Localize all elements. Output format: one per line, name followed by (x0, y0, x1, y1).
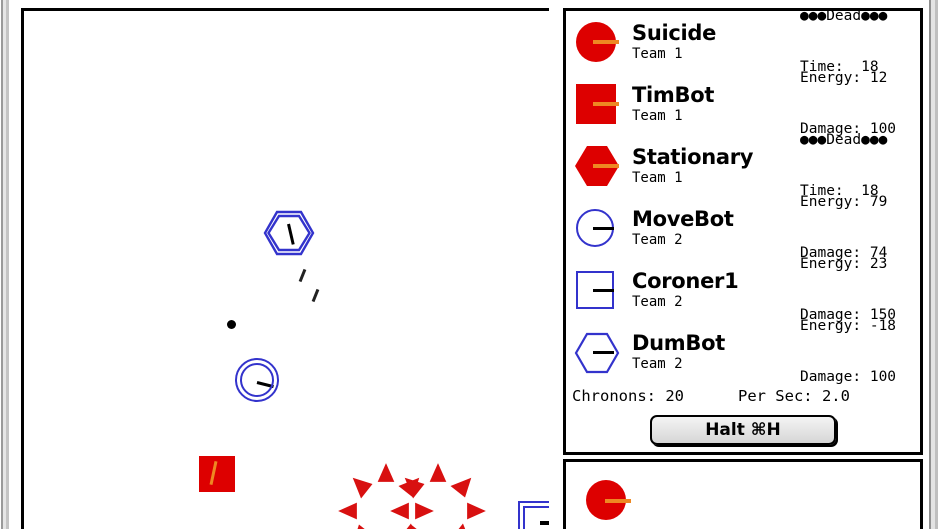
robot-row-stationary[interactable]: Stationary Team 1 ●●●Dead●●● Time: 18 (566, 132, 920, 199)
arena-bot-coroner1[interactable] (518, 501, 549, 529)
robot-stats: Energy: 23 Damage: 150 (800, 222, 896, 358)
message-robot-icon (586, 480, 631, 522)
robot-status-line2: Time: 18 (800, 59, 879, 75)
halt-button-container: Halt ⌘H (566, 415, 920, 445)
per-sec-label: Per Sec: 2.0 (737, 387, 850, 405)
robot-team: Team 2 (632, 355, 683, 372)
hexagon-icon (574, 145, 620, 191)
robot-status-line1: Energy: 23 (800, 256, 888, 272)
arena-projectile-3 (227, 320, 236, 329)
robot-row-timbot[interactable]: TimBot Team 1 Energy: 12 Damage: 100 (566, 70, 920, 137)
arena-projectile-1 (298, 268, 307, 283)
aim-indicator-icon (605, 499, 631, 503)
robot-stats: Energy: -18 Damage: 100 (800, 284, 896, 420)
arena-projectile-2 (311, 288, 320, 303)
robot-icon-timbot (574, 81, 620, 127)
hexagon-icon (574, 332, 620, 378)
robot-row-coroner1[interactable]: Coroner1 Team 2 Energy: 23 Damage: 150 (566, 256, 920, 323)
robot-icon-stationary (574, 143, 620, 189)
robot-team: Team 1 (632, 169, 683, 186)
robot-row-dumbot[interactable]: DumBot Team 2 Energy: -18 Damage: 100 (566, 318, 920, 385)
robot-team: Team 2 (632, 231, 683, 248)
arena-surface (24, 11, 549, 529)
robot-status-line1: Energy: 79 (800, 194, 888, 210)
aim-indicator-icon (593, 289, 614, 292)
robot-stats: ●●●Dead●●● Time: 18 (800, 98, 887, 234)
robot-status-line2: Time: 18 (800, 183, 879, 199)
robot-stats: Energy: 12 Damage: 100 (800, 36, 896, 172)
robot-name: MoveBot (632, 206, 734, 231)
arena-bot-movebot[interactable] (235, 358, 279, 402)
spacer (684, 387, 738, 405)
robot-stats: ●●●Dead●●● Time: 18 (800, 0, 887, 110)
robot-stats: Energy: 79 Damage: 74 (800, 160, 887, 296)
robot-icon-coroner1 (574, 267, 620, 313)
window-frame-left (0, 0, 12, 529)
robot-name: Stationary (632, 144, 754, 169)
arena-explosion-2 (386, 459, 490, 529)
robot-name: Suicide (632, 20, 717, 45)
robot-row-suicide[interactable]: Suicide Team 1 ●●●Dead●●● Time: 18 (566, 8, 920, 75)
halt-button[interactable]: Halt ⌘H (650, 415, 836, 445)
simulation-stats: Chronons: 20 Per Sec: 2.0 (566, 387, 920, 405)
aim-indicator-icon (593, 227, 614, 230)
robot-identity: MoveBot Team 2 (632, 206, 800, 249)
robot-status-line1: Energy: 12 (800, 70, 888, 86)
robot-status-panel: Suicide Team 1 ●●●Dead●●● Time: 18 TimBo… (563, 8, 923, 455)
chronons-label: Chronons: 20 (572, 387, 684, 405)
arena-bot-dumbot[interactable] (263, 210, 315, 256)
aim-indicator-icon (593, 164, 619, 168)
robot-status-line2: Damage: 100 (800, 369, 897, 385)
robot-status-line2: Damage: 100 (800, 121, 897, 137)
explosion-icon (390, 463, 486, 529)
robot-icon-dumbot (574, 329, 620, 375)
robot-status-line1: ●●●Dead●●● (800, 132, 888, 148)
robot-icon-movebot (574, 205, 620, 251)
message-panel (563, 459, 923, 529)
robot-row-movebot[interactable]: MoveBot Team 2 Energy: 79 Damage: 74 (566, 194, 920, 261)
robot-identity: TimBot Team 1 (632, 82, 800, 125)
window-frame-right (926, 0, 940, 529)
robot-name: DumBot (632, 330, 725, 355)
robot-identity: Suicide Team 1 (632, 20, 800, 63)
robot-identity: Coroner1 Team 2 (632, 268, 800, 311)
battle-arena[interactable] (21, 8, 549, 529)
aim-indicator (256, 380, 274, 388)
robot-status-line2: Damage: 150 (800, 307, 897, 323)
robot-team: Team 2 (632, 293, 683, 310)
robot-name: Coroner1 (632, 268, 739, 293)
robot-status-line2: Damage: 74 (800, 245, 888, 261)
robot-status-line1: ●●●Dead●●● (800, 8, 888, 24)
robot-team: Team 1 (632, 107, 683, 124)
aim-indicator-icon (593, 102, 619, 106)
arena-bot-timbot[interactable] (199, 456, 235, 492)
aim-indicator (209, 460, 218, 486)
aim-indicator (540, 521, 549, 525)
aim-indicator-icon (593, 351, 614, 354)
robot-identity: Stationary Team 1 (632, 144, 800, 187)
robot-status-line1: Energy: -18 (800, 318, 897, 334)
robot-icon-suicide (574, 19, 620, 65)
robot-identity: DumBot Team 2 (632, 330, 800, 373)
aim-indicator-icon (593, 40, 619, 44)
robot-name: TimBot (632, 82, 715, 107)
robot-team: Team 1 (632, 45, 683, 62)
